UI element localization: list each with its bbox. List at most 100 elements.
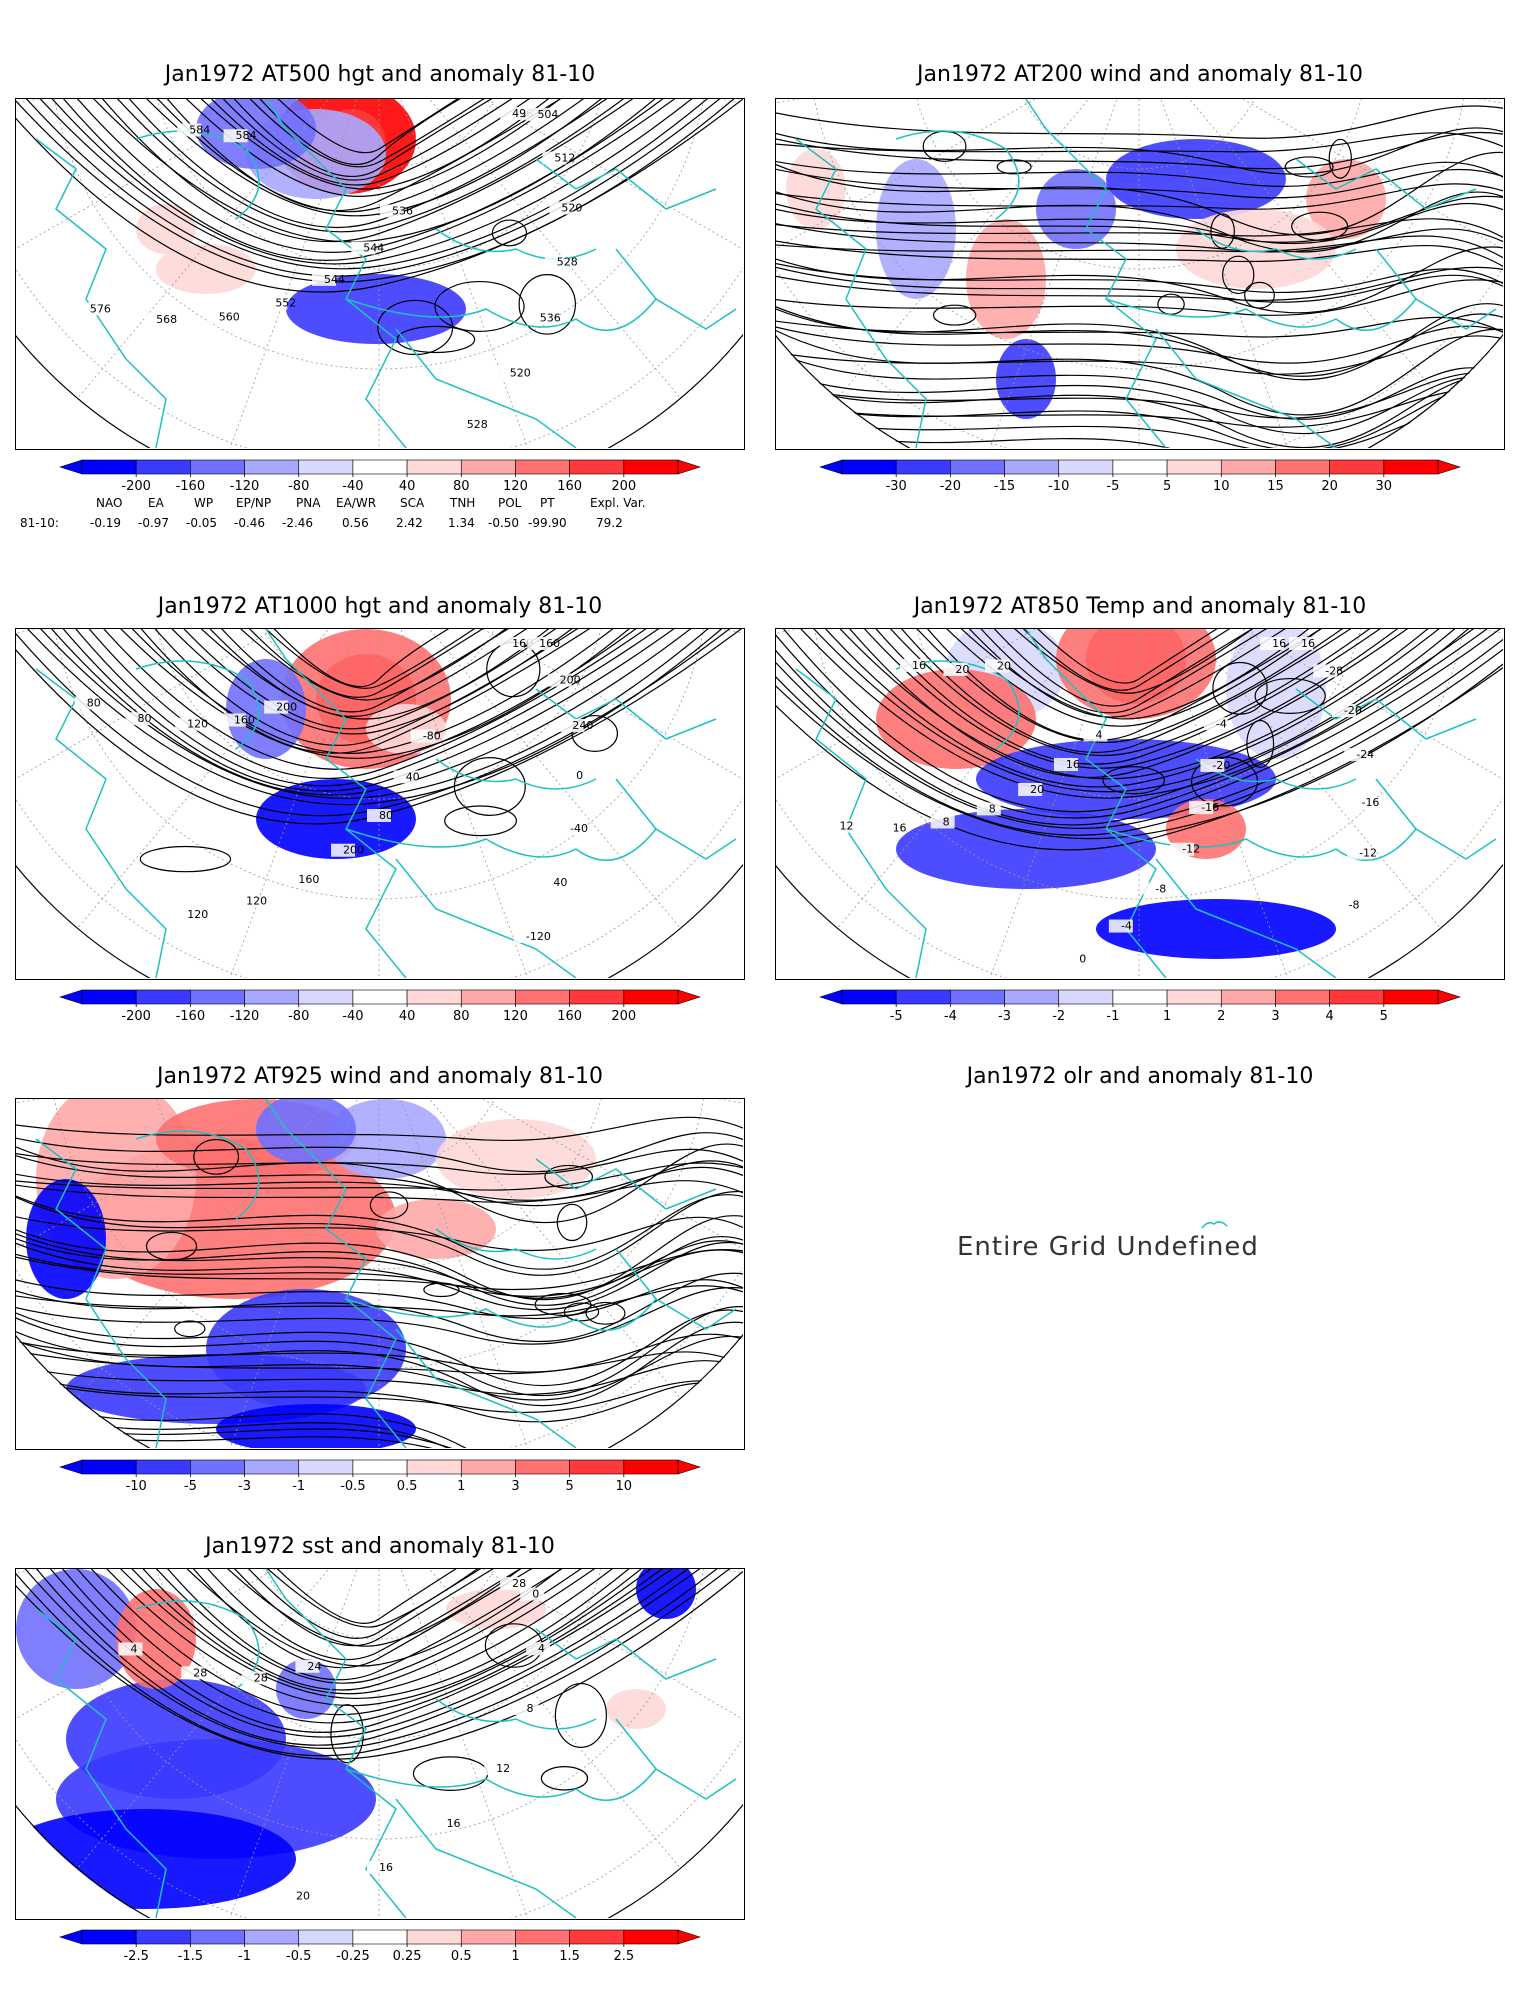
meridian-line: [16, 1569, 380, 1745]
colorbar-arrow-right: [677, 989, 701, 1005]
coastline: [895, 130, 1020, 220]
colorbar-tick-label: -0.5: [286, 1949, 311, 1964]
streamline: [776, 166, 1503, 199]
coastline: [895, 660, 1020, 750]
contour-label: 28: [254, 1671, 268, 1684]
meridian-line: [1138, 629, 1503, 805]
meridian-line: [1138, 99, 1301, 448]
colorbar-segment: [135, 1929, 191, 1945]
contour-label: 0: [532, 1588, 539, 1601]
closed-contour: [491, 219, 528, 247]
contour-line: [121, 99, 637, 213]
contour-label: 16: [912, 659, 926, 672]
colorbar: -5 -4 -3 -2 -1 1 2 3 4 5: [819, 988, 1461, 1024]
colorbar-segment: [950, 989, 1005, 1005]
contour-label-bg: [295, 1659, 320, 1673]
contour-label-bg: [1331, 703, 1356, 717]
colorbar-segment: [190, 1929, 245, 1945]
colorbar-segment: [1383, 989, 1439, 1005]
meridian-line: [217, 629, 380, 978]
coastline: [1295, 688, 1477, 740]
colorbar-arrow-right: [1437, 459, 1461, 475]
colorbar-svg: -2.5 -1.5 -1 -0.5 -0.25 0.25 0.5 1 1.5 2.5: [59, 1929, 701, 1964]
circulation-center: [193, 1138, 240, 1175]
meridian-line: [16, 1099, 380, 1275]
contour-label: 160: [234, 714, 255, 727]
contour-label-bg: [367, 1861, 391, 1874]
negative-anomaly-area: [196, 99, 316, 169]
tele-header-pna: PNA: [296, 496, 321, 510]
coastline: [1025, 99, 1167, 448]
streamline: [16, 1215, 743, 1301]
contour-label: 16: [1301, 637, 1315, 650]
colorbar-tick-label: -120: [230, 479, 260, 494]
colorbar-segment: [1220, 989, 1276, 1005]
negative-anomaly-area: [326, 1099, 446, 1179]
contour-label: 544: [363, 241, 384, 254]
colorbar-tick-label: -3: [998, 1009, 1011, 1024]
contour-label: 240: [572, 719, 593, 732]
contour-label-bg: [221, 713, 246, 727]
contour-label-bg: [263, 296, 288, 310]
contour-label: 200: [560, 674, 581, 687]
map-svg: [16, 1099, 743, 1448]
contour-line: [160, 629, 598, 720]
circulation-center: [585, 1301, 626, 1325]
contour-label: 568: [156, 313, 177, 326]
colorbar-segment: [244, 989, 300, 1005]
contour-label-bg: [525, 107, 550, 121]
map-panel-925wind: [15, 1098, 745, 1450]
contour-label: -4: [1216, 717, 1227, 730]
streamline: [16, 1249, 743, 1297]
contour-line: [238, 1569, 520, 1624]
coastline: [1375, 248, 1497, 330]
streamline: [776, 105, 1503, 139]
colorbar-segment: [81, 459, 137, 475]
contour-label: -20: [1212, 759, 1230, 772]
streamline: [776, 235, 1503, 267]
coastline: [435, 228, 597, 260]
meridian-line: [378, 99, 682, 400]
coastline: [395, 1798, 577, 1918]
streamline: [16, 1286, 743, 1345]
colorbar-segment: [1058, 989, 1114, 1005]
colorbar-arrow-right: [677, 1929, 701, 1945]
meridian-line: [16, 99, 380, 275]
streamline: [16, 1148, 743, 1175]
contour-label-bg: [500, 637, 525, 650]
coastline: [615, 778, 737, 860]
contour-label: 536: [540, 311, 561, 324]
contour-label: 536: [392, 205, 413, 218]
meridian-line: [776, 99, 1140, 122]
contour-label-bg: [1108, 919, 1133, 933]
contour-label-bg: [410, 729, 435, 743]
colorbar-arrow-left: [59, 1459, 83, 1475]
contour-label: 528: [557, 256, 578, 269]
meridian-line: [776, 629, 1140, 805]
colorbar-segment: [1220, 459, 1276, 475]
streamline: [776, 159, 1503, 187]
contour-line: [56, 629, 702, 779]
tele-header-explvar: Expl. Var.: [590, 496, 646, 510]
coastline: [345, 298, 657, 331]
coastline: [395, 858, 577, 978]
contour-label: 528: [467, 418, 488, 431]
contour-label-bg: [984, 659, 1009, 673]
panel-title: Jan1972 sst and anomaly 81-10: [205, 1534, 555, 1559]
colorbar-svg: -10 -5 -3 -1 -0.5 0.5 1 3 5 10: [59, 1459, 701, 1494]
negative-anomaly-area: [1036, 169, 1116, 249]
coastline: [1375, 778, 1497, 860]
contour-label-bg: [500, 1577, 525, 1590]
tele-value-explvar: 79.2: [596, 516, 623, 530]
contour-label-bg: [520, 1587, 545, 1601]
meridian-line: [76, 99, 380, 400]
streamline: [776, 127, 1503, 175]
colorbar-segment: [352, 1459, 408, 1475]
meridian-line: [378, 99, 541, 448]
contour-label: 40: [406, 770, 420, 783]
colorbar-arrow-right: [677, 459, 701, 475]
colorbar-tick-label: 200: [611, 479, 636, 494]
contour-line: [16, 99, 743, 270]
contour-label-bg: [175, 907, 200, 921]
contour-label-bg: [234, 894, 259, 908]
